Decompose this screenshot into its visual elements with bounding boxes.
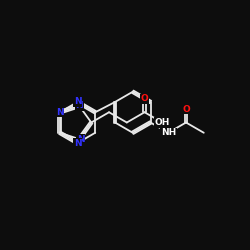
Text: OH: OH xyxy=(154,118,170,127)
Text: N: N xyxy=(74,98,81,106)
Text: O: O xyxy=(182,105,190,114)
Text: N: N xyxy=(76,102,83,110)
Text: N: N xyxy=(56,108,64,117)
Text: NH: NH xyxy=(161,128,176,137)
Text: N: N xyxy=(77,134,84,143)
Text: O: O xyxy=(141,94,148,104)
Text: N: N xyxy=(74,138,81,147)
